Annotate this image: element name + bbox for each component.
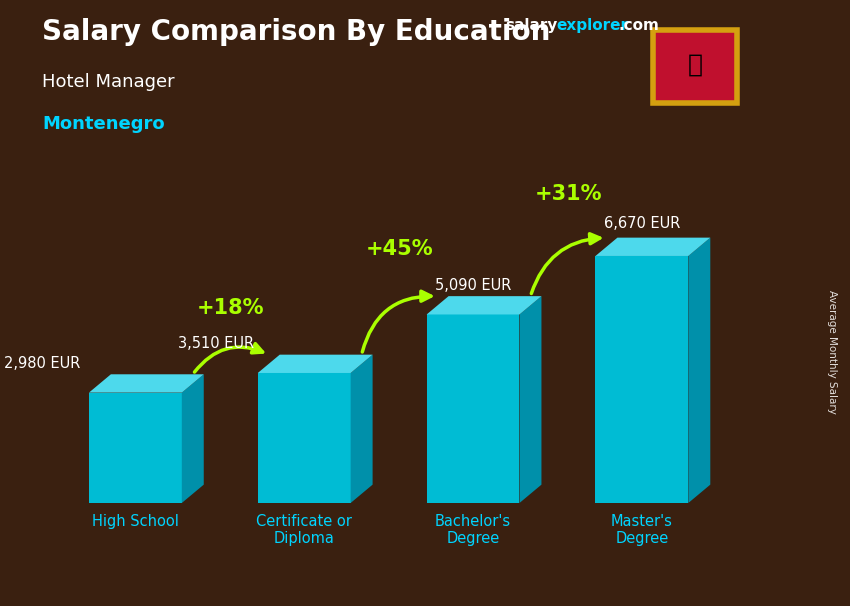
Text: salary: salary [506,18,558,33]
Polygon shape [596,256,688,503]
Text: Montenegro: Montenegro [42,115,165,133]
Polygon shape [182,375,204,503]
Text: .com: .com [619,18,660,33]
FancyArrowPatch shape [195,344,263,372]
Text: 6,670 EUR: 6,670 EUR [604,216,680,231]
Text: 5,090 EUR: 5,090 EUR [435,278,512,293]
FancyArrowPatch shape [362,291,431,352]
FancyArrowPatch shape [531,234,600,293]
Text: Salary Comparison By Education: Salary Comparison By Education [42,18,551,46]
Text: Hotel Manager: Hotel Manager [42,73,175,91]
Polygon shape [519,296,541,503]
Text: +45%: +45% [366,239,434,259]
Text: explorer: explorer [557,18,629,33]
Text: 🦅: 🦅 [688,53,702,77]
Polygon shape [351,355,372,503]
Text: 2,980 EUR: 2,980 EUR [4,356,81,371]
Text: +31%: +31% [535,184,602,204]
Polygon shape [258,373,351,503]
Polygon shape [89,375,204,393]
Polygon shape [688,238,711,503]
Polygon shape [258,355,372,373]
Polygon shape [596,238,711,256]
Text: Average Monthly Salary: Average Monthly Salary [827,290,837,413]
Text: +18%: +18% [197,298,264,318]
Polygon shape [427,296,541,315]
Polygon shape [427,315,519,503]
Polygon shape [653,30,737,103]
Polygon shape [89,393,182,503]
Text: 3,510 EUR: 3,510 EUR [178,336,254,351]
